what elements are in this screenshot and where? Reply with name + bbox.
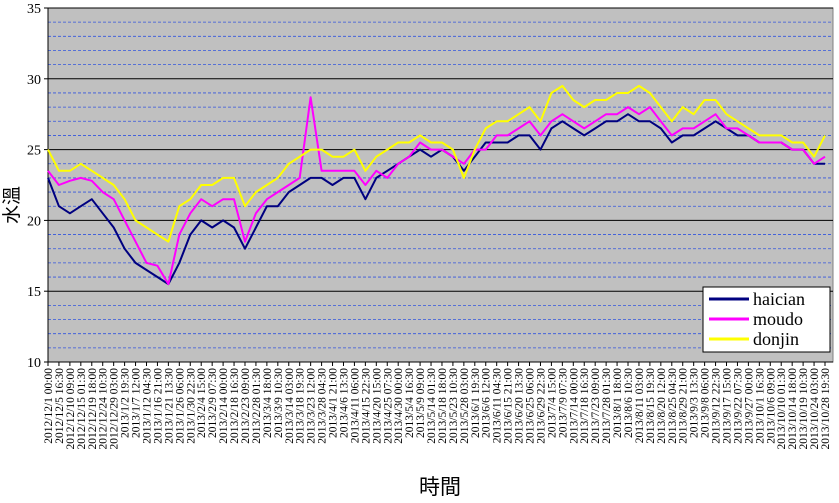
x-tick-label: 2013/4/15 22:30 xyxy=(360,368,372,444)
x-tick-label: 2013/4/25 07:30 xyxy=(382,368,394,444)
x-tick-label: 2013/9/3 13:30 xyxy=(689,368,701,438)
legend-label: haician xyxy=(753,289,805,309)
x-tick-label: 2013/9/22 07:30 xyxy=(732,368,744,444)
y-axis-label: 水溫 xyxy=(1,186,23,224)
series-line xyxy=(47,84,826,243)
x-tick-label: 2013/5/9 09:00 xyxy=(415,368,427,438)
x-tick-label: 2012/12/24 10:30 xyxy=(98,368,110,450)
plot-area xyxy=(47,7,834,363)
x-tick-label: 2013/8/1 18:00 xyxy=(612,368,624,438)
x-tick-label: 2013/1/26 06:00 xyxy=(174,368,186,444)
x-tick-label: 2013/5/28 03:00 xyxy=(459,368,471,444)
x-tick-label: 2013/5/23 10:30 xyxy=(448,368,460,444)
x-tick-label: 2013/2/9 07:30 xyxy=(207,368,219,438)
x-tick-label: 2013/4/11 06:00 xyxy=(349,368,361,444)
x-tick-label: 2013/6/11 04:30 xyxy=(492,368,504,444)
x-tick-label: 2012/12/1 00:00 xyxy=(43,368,55,444)
x-tick-label: 2013/7/23 09:00 xyxy=(590,368,602,444)
y-tick-label: 15 xyxy=(27,285,41,300)
x-tick-label: 2013/6/6 12:00 xyxy=(481,368,493,438)
x-tick-label: 2013/3/14 03:00 xyxy=(284,368,296,444)
series-line xyxy=(47,96,826,286)
x-tick-label: 2013/10/10 01:30 xyxy=(776,368,788,450)
x-tick-label: 2013/6/29 22:30 xyxy=(535,368,547,444)
x-tick-label: 2013/10/14 18:00 xyxy=(787,368,799,450)
x-tick-label: 2013/5/4 16:30 xyxy=(404,368,416,438)
x-tick-label: 2013/7/18 16:30 xyxy=(579,368,591,444)
x-tick-label: 2013/7/9 07:30 xyxy=(557,368,569,438)
x-tick-label: 2013/6/1 19:30 xyxy=(470,368,482,438)
y-tick-label: 20 xyxy=(27,214,41,229)
x-tick-label: 2012/12/5 16:30 xyxy=(54,368,66,444)
x-tick-label: 2013/1/30 22:30 xyxy=(185,368,197,444)
x-tick-label: 2013/7/14 00:00 xyxy=(568,368,580,444)
x-tick-label: 2013/7/28 01:30 xyxy=(601,368,613,444)
x-tick-label: 2013/2/4 15:00 xyxy=(196,368,208,438)
x-tick-label: 2013/10/28 19:30 xyxy=(820,368,832,450)
x-tick-label: 2013/10/24 03:00 xyxy=(809,368,821,450)
x-tick-label: 2013/10/19 10:30 xyxy=(798,368,810,450)
x-tick-label: 2013/2/14 00:00 xyxy=(218,368,230,444)
x-tick-label: 2013/9/12 22:30 xyxy=(711,368,723,444)
y-tick-label: 10 xyxy=(27,356,41,371)
x-tick-label: 2013/3/4 18:00 xyxy=(262,368,274,438)
x-tick-label: 2013/1/12 04:30 xyxy=(141,368,153,444)
x-tick-label: 2013/8/15 19:30 xyxy=(645,368,657,444)
x-axis-label: 時間 xyxy=(419,475,461,499)
x-tick-label: 2013/8/25 04:30 xyxy=(667,368,679,444)
x-tick-label: 2013/2/18 16:30 xyxy=(229,368,241,444)
x-tick-label: 2013/7/4 15:00 xyxy=(546,368,558,438)
x-tick-label: 2013/8/6 10:30 xyxy=(623,368,635,438)
y-tick-label: 35 xyxy=(27,2,41,17)
x-tick-label: 2013/3/23 12:00 xyxy=(306,368,318,444)
x-tick-label: 2013/4/1 21:00 xyxy=(328,368,340,438)
legend-label: moudo xyxy=(753,309,803,329)
x-tick-label: 2012/12/10 09:00 xyxy=(65,368,77,450)
x-tick-label: 2012/12/29 03:00 xyxy=(109,368,121,450)
x-tick-label: 2013/5/18 18:00 xyxy=(437,368,449,444)
x-tick-label: 2013/9/17 15:00 xyxy=(722,368,734,444)
x-tick-label: 2013/8/11 03:00 xyxy=(634,368,646,444)
series-line xyxy=(47,113,825,286)
x-tick-label: 2012/12/19 18:00 xyxy=(87,368,99,450)
x-tick-label: 2013/4/30 00:00 xyxy=(393,368,405,444)
x-tick-label: 2013/6/15 21:00 xyxy=(503,368,515,444)
x-tick-label: 2013/4/6 13:30 xyxy=(338,368,350,438)
x-tick-label: 2013/6/25 06:00 xyxy=(525,368,537,444)
y-tick-label: 25 xyxy=(27,144,41,159)
legend-label: donjin xyxy=(753,329,799,349)
x-tick-label: 2013/8/29 21:00 xyxy=(678,368,690,444)
x-tick-label: 2012/12/15 01:30 xyxy=(76,368,88,450)
x-tick-label: 2013/3/28 04:30 xyxy=(317,368,329,444)
x-tick-label: 2013/3/9 10:30 xyxy=(273,368,285,438)
x-tick-label: 2013/8/20 12:00 xyxy=(656,368,668,444)
x-tick-label: 2013/10/1 16:30 xyxy=(754,368,766,444)
x-tick-label: 2013/4/20 15:00 xyxy=(371,368,383,444)
x-tick-label: 2013/1/16 21:00 xyxy=(152,368,164,444)
x-tick-label: 2013/2/23 09:00 xyxy=(240,368,252,444)
x-tick-label: 2013/1/7 12:00 xyxy=(131,368,143,438)
x-tick-label: 2013/9/8 06:00 xyxy=(700,368,712,438)
x-tick-label: 2013/1/21 13:30 xyxy=(163,368,175,444)
x-tick-label: 2013/2/28 01:30 xyxy=(251,368,263,444)
x-tick-label: 2013/5/14 01:30 xyxy=(426,368,438,444)
x-tick-label: 2013/1/2 19:30 xyxy=(120,368,132,438)
y-tick-label: 30 xyxy=(27,73,41,88)
x-tick-label: 2013/3/18 19:30 xyxy=(295,368,307,444)
x-tick-label: 2013/6/20 13:30 xyxy=(514,368,526,444)
x-tick-label: 2013/10/6 09:00 xyxy=(765,368,777,444)
x-tick-label: 2013/9/27 00:00 xyxy=(743,368,755,444)
